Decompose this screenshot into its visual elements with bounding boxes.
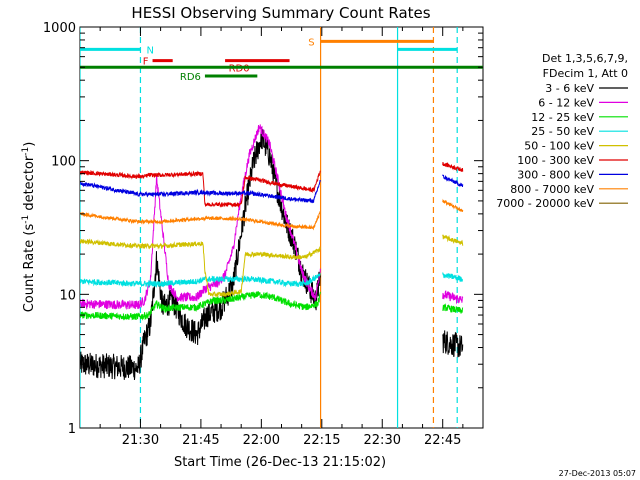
y-tick-label: 10	[59, 288, 76, 303]
x-tick-label: 22:45	[424, 433, 461, 448]
series-line	[442, 272, 464, 283]
y-tick-label: 1000	[43, 21, 76, 36]
series-line	[80, 238, 321, 298]
x-tick-label: 22:00	[243, 433, 280, 448]
flag-label: N	[146, 45, 153, 56]
legend-label: 6 - 12 keV	[538, 96, 594, 109]
series-line	[80, 210, 321, 231]
y-axis-label-sup: -1	[21, 147, 31, 156]
y-tick-label: 100	[51, 155, 76, 170]
flag-label: S	[308, 37, 314, 48]
legend-label: 12 - 25 keV	[531, 111, 594, 124]
legend-header: FDecim 1, Att 0	[543, 67, 628, 80]
y-axis-label-part: detector	[22, 155, 37, 215]
legend-label: 800 - 7000 keV	[510, 183, 594, 196]
legend-label: 100 - 300 keV	[517, 154, 594, 167]
y-tick-label: 1	[68, 422, 76, 437]
y-axis-label-part: )	[22, 142, 37, 147]
timestamp: 27-Dec-2013 05:07	[559, 469, 636, 478]
series-line	[80, 272, 321, 289]
chart-title: HESSI Observing Summary Count Rates	[131, 4, 430, 22]
series-line	[442, 234, 464, 246]
x-tick-label: 21:30	[122, 433, 159, 448]
series-line	[80, 124, 321, 311]
legend-label: 7000 - 20000 keV	[496, 197, 594, 210]
series-line	[442, 162, 464, 172]
flag-label: F	[143, 57, 149, 68]
series-line	[80, 127, 321, 381]
legend-label: 25 - 50 keV	[531, 125, 594, 138]
series-line	[442, 174, 464, 188]
x-tick-label: 22:30	[364, 433, 401, 448]
legend-label: 3 - 6 keV	[545, 82, 594, 95]
legend-label: 300 - 800 keV	[517, 168, 594, 181]
y-axis-label-part: Count Rate (s	[22, 224, 37, 313]
series-line	[80, 179, 321, 204]
flag-label: RD0	[229, 64, 250, 75]
flag-label: RD6	[180, 72, 201, 83]
series-line	[442, 330, 464, 358]
legend-label: 50 - 100 keV	[524, 140, 594, 153]
y-axis-label: Count Rate (s-1 detector-1)	[21, 142, 37, 313]
x-tick-label: 21:45	[182, 433, 219, 448]
series-line	[442, 290, 464, 305]
series-line	[442, 303, 464, 314]
series-line	[80, 291, 321, 321]
series-line	[80, 169, 321, 209]
x-axis-label: Start Time (26-Dec-13 21:15:02)	[174, 455, 386, 470]
x-tick-label: 22:15	[303, 433, 340, 448]
y-axis-label-sup: -1	[21, 215, 31, 224]
series-line	[442, 198, 464, 212]
legend-header: Det 1,3,5,6,7,9,	[542, 52, 628, 65]
